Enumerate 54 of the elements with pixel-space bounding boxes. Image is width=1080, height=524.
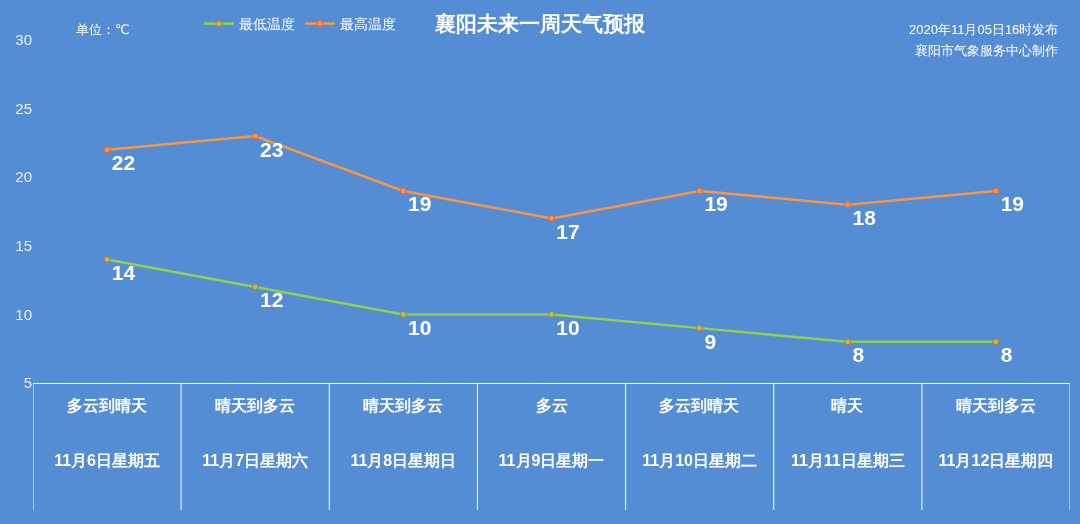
data-label: 23 (259, 137, 284, 161)
text: 多云到晴天 (67, 397, 148, 414)
data-label: 14 (111, 261, 136, 285)
annotation: 襄阳市气象服务中心制作 (915, 43, 1058, 58)
y-tick-label: 25 (15, 99, 32, 117)
data-label: 10 (408, 315, 432, 339)
point (696, 324, 704, 332)
x-tick-label: 11月8日星期日 (350, 451, 457, 469)
text: 多云 (536, 397, 568, 414)
y-tick-label: 15 (15, 237, 32, 255)
text: 晴天到多云 (215, 397, 295, 414)
text: 晴天 (831, 397, 864, 414)
text: 晴天到多云 (956, 397, 1036, 414)
point (103, 256, 111, 264)
point (548, 310, 555, 318)
point (103, 146, 111, 154)
point (696, 187, 704, 195)
data-label: 18 (852, 206, 877, 230)
data-label: 9 (704, 329, 717, 353)
point (844, 201, 852, 209)
legend-label: 最高温度 (339, 16, 396, 33)
data-label: 10 (556, 315, 580, 339)
x-tick-label: 11月12日星期四 (938, 451, 1054, 469)
data-label: 12 (259, 288, 284, 312)
text: 晴天到多云 (363, 397, 443, 414)
data-label: 19 (704, 192, 728, 216)
point (251, 283, 259, 291)
point (992, 338, 1000, 346)
data-label: 8 (852, 343, 865, 367)
y-tick-label: 20 (15, 168, 32, 186)
chart-title: 襄阳未来一周天气预报 (435, 11, 646, 35)
y-tick-label: 30 (15, 31, 32, 49)
data-label: 19 (408, 192, 432, 216)
text: 单位：℃ (76, 22, 130, 37)
y-tick-label: 10 (15, 305, 32, 323)
x-tick-label: 11月6日星期五 (54, 451, 160, 469)
data-label: 19 (1000, 192, 1025, 216)
point (844, 338, 852, 346)
point (992, 187, 1000, 195)
x-tick-label: 11月11日星期三 (790, 451, 905, 469)
y-tick-label: 5 (23, 374, 32, 392)
text: 多云到晴天 (659, 397, 740, 414)
data-label: 17 (556, 219, 580, 243)
point (399, 187, 407, 195)
x-tick-label: 11月10日星期二 (642, 451, 757, 469)
point (251, 132, 259, 140)
text: 2020年11月05日16时发布 (909, 22, 1059, 37)
point (548, 214, 555, 222)
legend-label: 最低温度 (238, 16, 295, 33)
x-tick-label: 11月9日星期一 (498, 451, 605, 469)
point (399, 310, 407, 318)
x-tick-label: 11月7日星期六 (202, 451, 309, 469)
data-label: 22 (111, 151, 136, 175)
data-label: 8 (1000, 343, 1013, 367)
